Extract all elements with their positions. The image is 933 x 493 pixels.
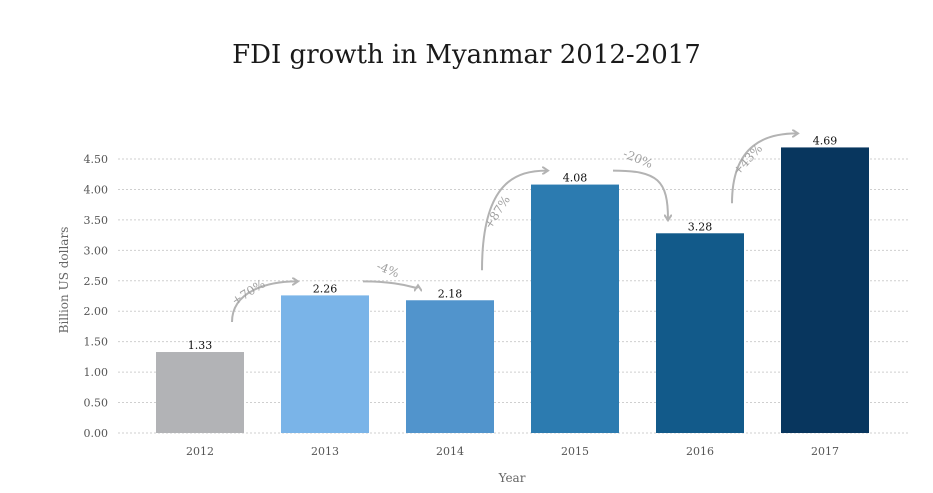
y-tick-label: 0.50 <box>84 397 109 410</box>
y-tick-label: 1.50 <box>84 336 109 349</box>
y-tick-label: 4.00 <box>84 183 109 196</box>
bar-2012 <box>156 352 244 433</box>
y-tick-label: 2.00 <box>84 305 109 318</box>
chart-title: FDI growth in Myanmar 2012-2017 <box>232 40 701 70</box>
x-axis-label: Year <box>498 471 526 485</box>
data-label: 4.08 <box>563 172 588 185</box>
change-label: -20% <box>621 147 655 171</box>
x-tick-label: 2015 <box>561 445 589 458</box>
y-tick-label: 0.00 <box>84 427 109 440</box>
bar-2015 <box>531 184 619 433</box>
change-label: +87% <box>481 193 513 231</box>
x-tick-label: 2016 <box>686 445 714 458</box>
y-tick-label: 4.50 <box>84 153 109 166</box>
change-arrow <box>612 169 668 220</box>
change-label: +43% <box>730 141 765 177</box>
bars <box>156 147 869 434</box>
y-tick-label: 1.00 <box>84 366 109 379</box>
bar-2016 <box>656 233 744 433</box>
labels: 0.00 0.50 1.00 1.50 2.00 2.50 3.00 3.50 4.00 4.50… <box>84 134 840 458</box>
bar-2013 <box>281 295 369 433</box>
data-label: 2.26 <box>313 282 338 295</box>
y-tick-label: 3.50 <box>84 214 109 227</box>
change-label: -4% <box>375 259 402 281</box>
data-label: 1.33 <box>188 339 213 352</box>
y-tick-label: 3.00 <box>84 244 109 257</box>
change-arrow <box>362 280 418 287</box>
y-axis-label: Billion US dollars <box>57 227 71 334</box>
x-tick-label: 2014 <box>436 445 464 458</box>
x-tick-label: 2012 <box>186 445 214 458</box>
data-label: 2.18 <box>438 287 463 300</box>
change-label: +70% <box>229 277 268 308</box>
y-tick-label: 2.50 <box>84 275 109 288</box>
data-label: 3.28 <box>688 220 713 233</box>
x-tick-label: 2017 <box>811 445 839 458</box>
change-arrow <box>481 171 547 271</box>
change-arrow <box>231 281 297 323</box>
data-label: 4.69 <box>813 134 838 147</box>
change-arrow <box>731 133 797 204</box>
bar-2014 <box>406 300 494 433</box>
bar-2017 <box>781 147 869 434</box>
x-tick-label: 2013 <box>311 445 339 458</box>
